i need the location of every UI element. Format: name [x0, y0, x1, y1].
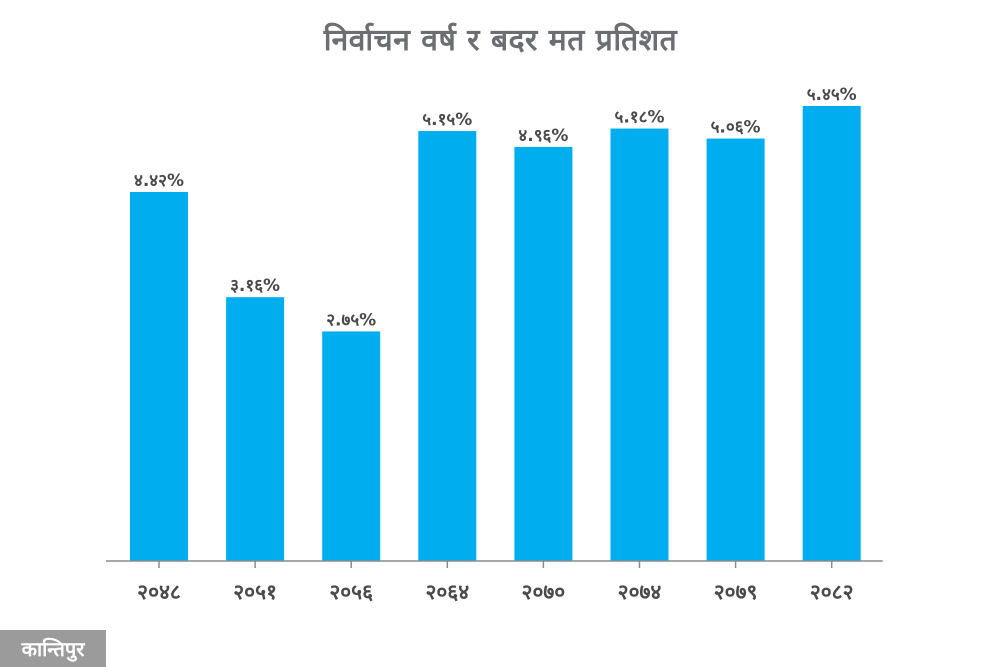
x-tick-label-1: २०५१ — [233, 580, 277, 604]
bar-0 — [130, 191, 188, 561]
chart-title: निर्वाचन वर्ष र बदर मत प्रतिशत — [323, 23, 678, 58]
data-label-2: २.७५% — [326, 310, 376, 330]
bar-3 — [418, 131, 477, 561]
data-label-4: ४.९६% — [518, 126, 568, 146]
bar-1 — [226, 297, 285, 561]
bar-7 — [802, 106, 861, 561]
x-tick-label-3: २०६४ — [425, 580, 469, 604]
x-tick-label-4: २०७० — [522, 580, 566, 604]
data-label-5: ५.१८% — [614, 108, 664, 128]
bar-5 — [610, 128, 669, 561]
data-label-7: ५.४५% — [807, 85, 857, 105]
kantipur-logo: कान्तिपुर — [0, 630, 106, 667]
data-label-6: ५.०६% — [711, 118, 761, 138]
x-tick-label-0: २०४८ — [137, 580, 181, 604]
data-label-3: ५.१५% — [422, 110, 472, 130]
x-tick-label-6: २०७९ — [714, 580, 758, 604]
bar-4 — [514, 146, 573, 561]
bar-2 — [322, 331, 381, 561]
data-label-1: ३.१६% — [230, 276, 280, 296]
data-label-0: ४.४२% — [134, 171, 184, 191]
x-tick-label-2: २०५६ — [329, 580, 373, 604]
x-tick-label-7: २०८२ — [810, 580, 854, 604]
x-tick-label-5: २०७४ — [618, 580, 662, 604]
bar-6 — [706, 138, 765, 561]
